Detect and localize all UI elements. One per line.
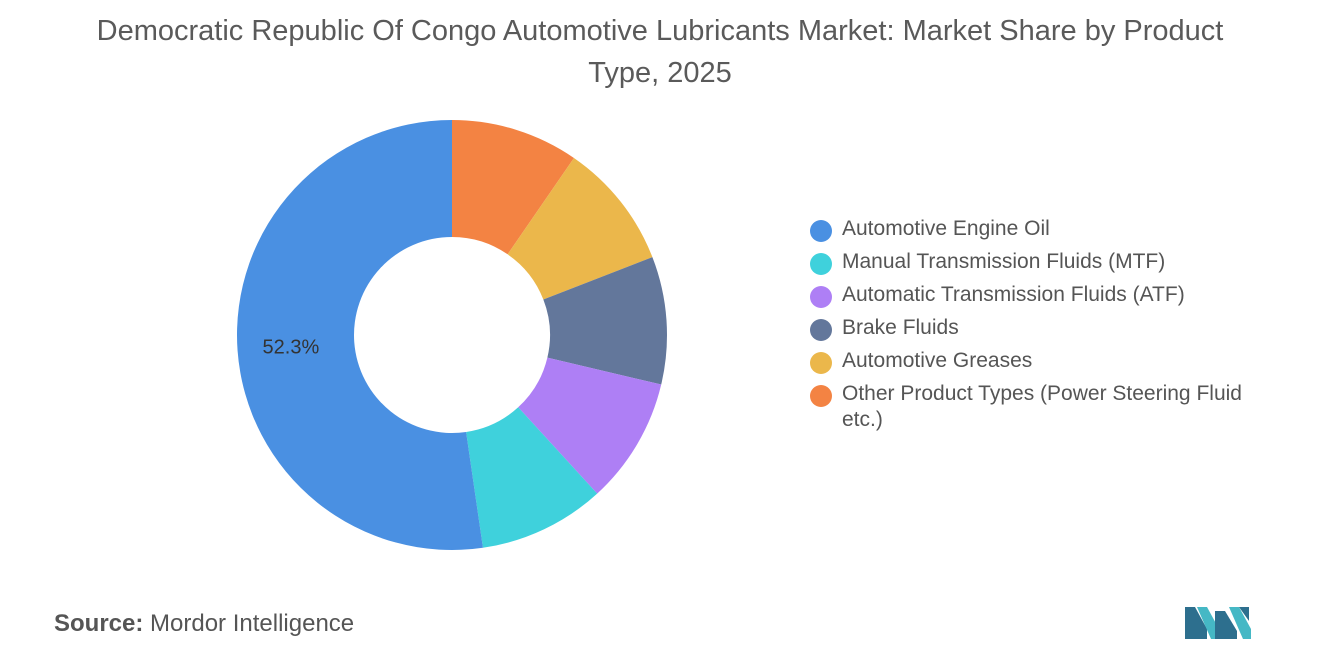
donut-slices [236, 120, 667, 550]
slice-automotive-greases [507, 157, 653, 300]
legend-item: Other Product Types (Power Steering Flui… [810, 381, 1290, 433]
donut-data-labels: 52.3% [263, 337, 320, 359]
legend-swatch [810, 220, 832, 242]
legend-item: Manual Transmission Fluids (MTF) [810, 249, 1290, 275]
legend-label: Manual Transmission Fluids (MTF) [842, 250, 1166, 273]
source-note: Source: Mordor Intelligence [54, 610, 354, 638]
legend-label: Automotive Engine Oil [842, 217, 1050, 240]
slice-brake-fluids [543, 257, 667, 385]
slice-other-product-types-power-steering-fluid-etc [452, 120, 574, 255]
legend-item: Automotive Greases [810, 348, 1290, 374]
legend-label: Other Product Types (Power Steering Flui… [842, 382, 1242, 431]
slice-automotive-engine-oil [236, 120, 483, 550]
chart-legend: Automotive Engine Oil Manual Transmission… [810, 216, 1290, 440]
slice-automatic-transmission-fluids-atf [518, 357, 662, 494]
legend-item: Automatic Transmission Fluids (ATF) [810, 282, 1290, 308]
slice-manual-transmission-fluids-mtf [466, 407, 598, 548]
legend-swatch [810, 352, 832, 374]
legend-swatch [810, 385, 832, 407]
data-label-0: 52.3% [263, 337, 320, 359]
legend-swatch [810, 319, 832, 341]
legend-item: Automotive Engine Oil [810, 216, 1290, 242]
legend-swatch [810, 253, 832, 275]
source-label: Source: [54, 610, 144, 637]
legend-item: Brake Fluids [810, 315, 1290, 341]
legend-label: Automotive Greases [842, 349, 1033, 372]
chart-title: Democratic Republic Of Congo Automotive … [96, 15, 1224, 89]
source-name: Mordor Intelligence [150, 610, 355, 637]
legend-label: Automatic Transmission Fluids (ATF) [842, 283, 1185, 306]
legend-swatch [810, 286, 832, 308]
legend-label: Brake Fluids [842, 316, 959, 339]
mordor-intelligence-logo-icon [1185, 607, 1251, 639]
